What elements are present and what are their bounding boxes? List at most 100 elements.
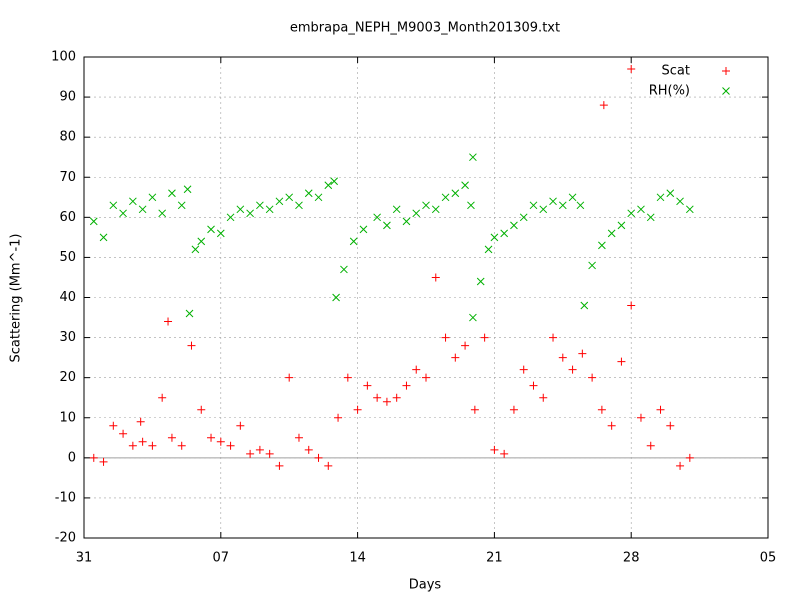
point [294,433,303,442]
point [441,333,450,342]
point [676,461,685,470]
legend-marker [722,67,730,75]
point [568,365,577,374]
point [226,213,235,222]
point [617,221,626,230]
point [412,209,421,218]
x-tick-label: 31 [76,551,93,566]
point [164,317,173,326]
point [255,445,264,454]
x-tick-label: 21 [486,551,503,566]
point [246,449,255,458]
point [99,233,108,242]
point [177,441,186,450]
y-tick-label: 50 [59,250,76,265]
point [265,449,274,458]
point [500,229,509,238]
y-tick-label: 70 [59,170,76,185]
point [343,373,352,382]
point [558,201,567,210]
point [207,225,215,234]
point [666,189,675,198]
point [89,453,98,462]
point [191,245,200,254]
point [216,229,225,238]
point [332,293,340,302]
point [490,445,499,454]
point [285,373,294,382]
point [128,441,137,450]
point [461,341,470,350]
point [412,365,421,374]
point [236,421,245,430]
point [558,353,567,362]
point [167,433,176,442]
legend-label: RH(%) [649,84,690,99]
point [382,397,391,406]
point [676,197,684,206]
point [580,301,589,310]
point [207,433,216,442]
point [340,265,348,274]
point [183,185,192,194]
point [324,181,333,190]
point [295,201,303,210]
point [636,413,645,422]
point [529,201,538,210]
point [469,153,477,162]
point [334,413,343,422]
point [216,437,225,446]
plot-border [83,56,769,539]
point [627,65,636,74]
point [349,237,358,246]
point [148,193,157,202]
point [304,445,313,454]
chart-title: embrapa_NEPH_M9003_Month201309.txt [290,21,560,36]
point [656,405,665,414]
point [576,201,585,210]
point [607,229,616,238]
point [509,405,518,414]
point [256,201,264,210]
point [330,177,339,186]
point [469,313,477,322]
point [529,381,538,390]
y-tick-label: 80 [59,130,76,145]
point [490,233,499,242]
point [136,417,145,426]
point [637,205,645,214]
y-tick-label: 60 [59,210,76,225]
point [519,213,528,222]
point [666,421,675,430]
point [480,333,489,342]
point [383,221,391,230]
point [451,189,460,198]
point [314,453,323,462]
point [109,201,118,210]
point [359,225,368,234]
point [484,245,493,254]
point [168,189,176,198]
point [685,205,694,214]
point [607,421,616,430]
point [539,205,548,214]
point [402,381,411,390]
point [461,181,469,190]
point [617,357,626,366]
point [353,405,362,414]
x-tick-label: 07 [213,551,230,566]
point [89,217,98,226]
point [109,421,118,430]
point [568,193,577,202]
point [285,193,294,202]
point [431,205,440,214]
y-axis-label: Scattering (Mm^-1) [9,233,24,362]
point [265,205,274,214]
point [304,189,313,198]
point [197,237,206,246]
point [422,373,430,382]
point [588,373,597,382]
point [236,205,245,214]
point [275,197,284,206]
